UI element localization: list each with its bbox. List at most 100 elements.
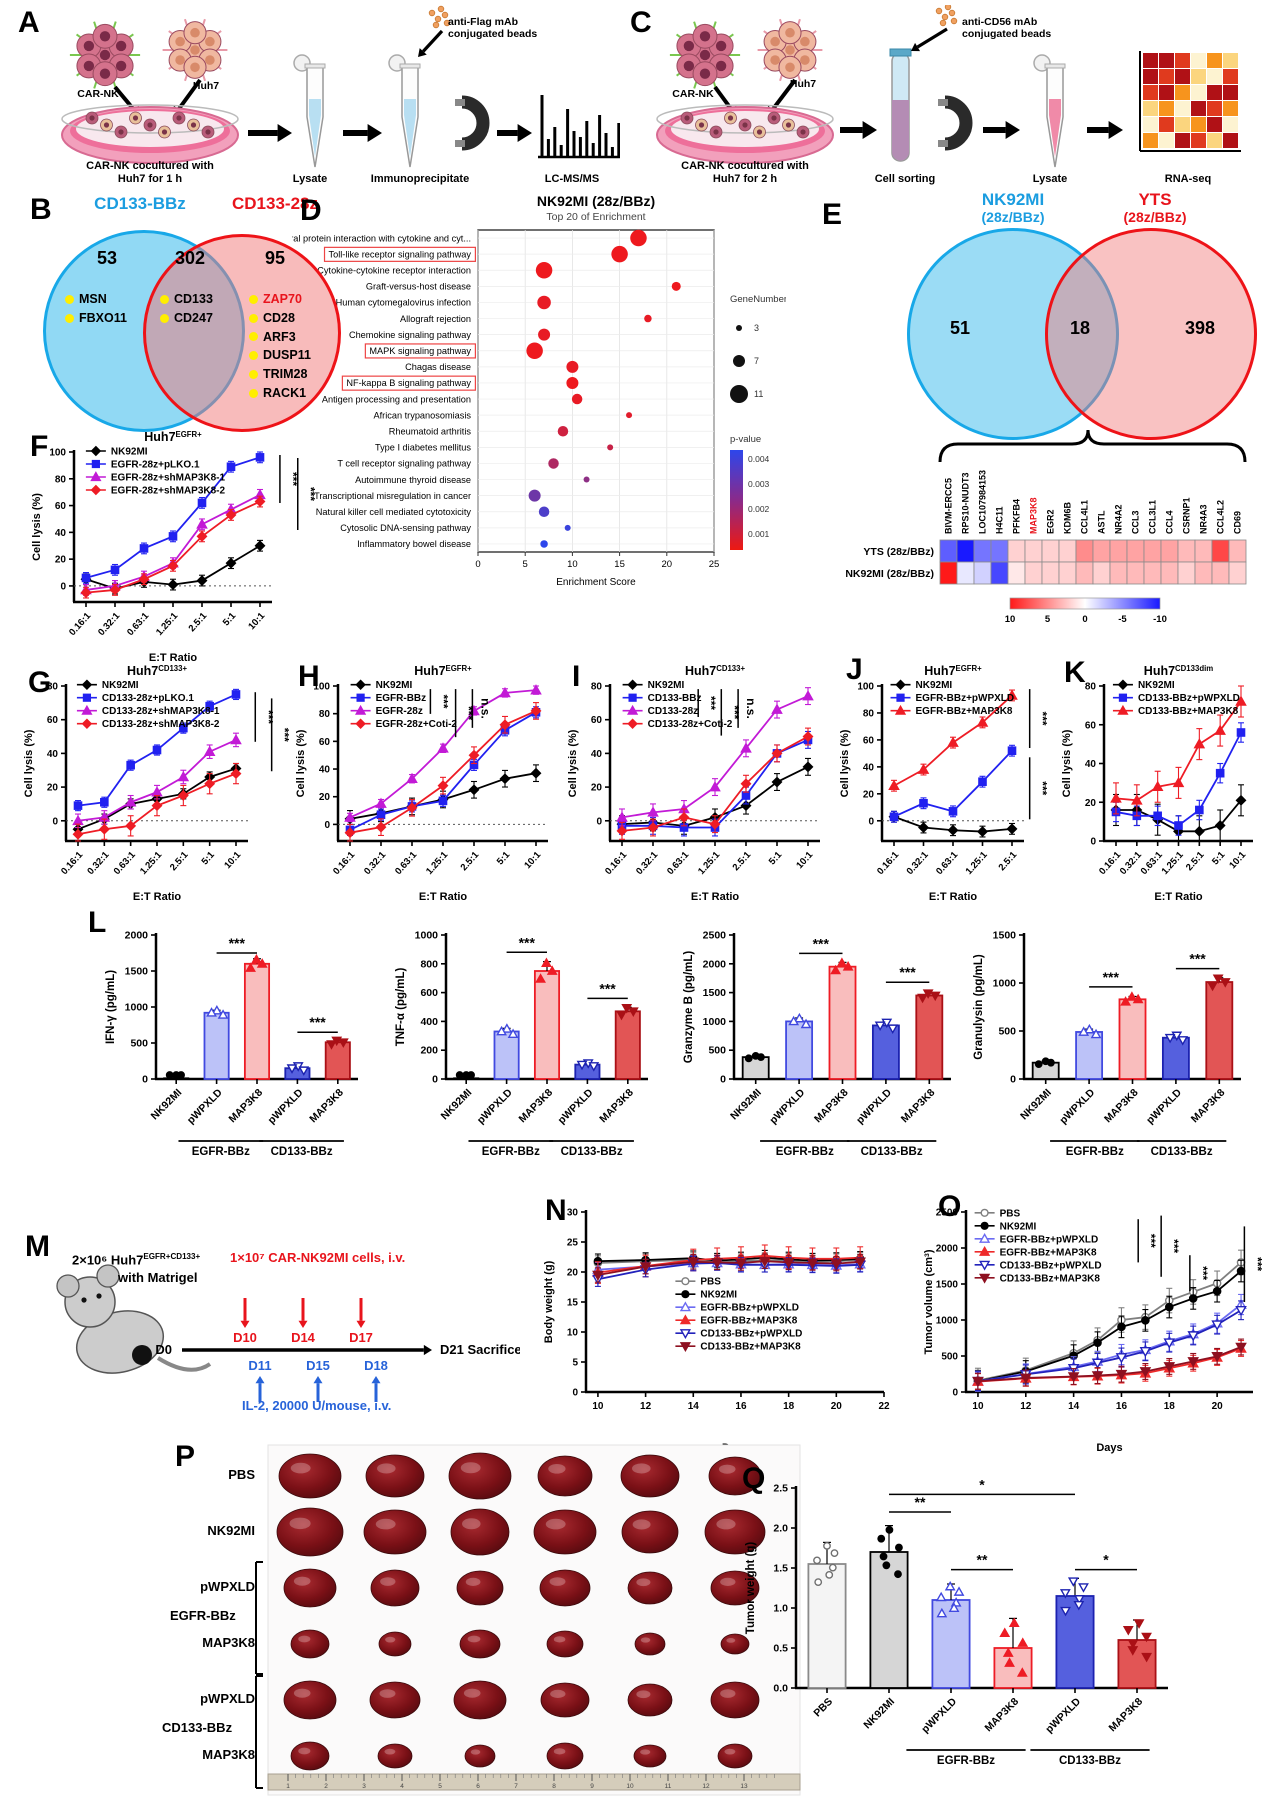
svg-text:5:1: 5:1 [200, 849, 218, 867]
svg-text:EGFR-BBz+MAP3K8: EGFR-BBz+MAP3K8 [916, 706, 1013, 717]
svg-text:10: 10 [1005, 614, 1016, 625]
panel-m-schematic: D0 D21 Sacrificed D10 D14 D17 D11 D15 D18 [20, 1230, 530, 1450]
svg-text:Transcriptional misregulation: Transcriptional misregulation in cancer [314, 491, 471, 501]
svg-text:500: 500 [708, 1045, 726, 1057]
svg-text:20: 20 [831, 1401, 843, 1412]
svg-text:40: 40 [863, 762, 875, 773]
svg-text:0.16:1: 0.16:1 [1097, 849, 1124, 877]
svg-text:0.0: 0.0 [773, 1683, 788, 1695]
panel-a-schematic-svg [61, 5, 623, 168]
svg-text:20: 20 [55, 555, 67, 566]
svg-text:18: 18 [783, 1401, 795, 1412]
svg-text:***: *** [229, 935, 246, 951]
svg-text:Type I diabetes mellitus: Type I diabetes mellitus [375, 443, 471, 453]
svg-text:10: 10 [567, 559, 578, 570]
svg-text:EGFR-BBz+pWPXLD: EGFR-BBz+pWPXLD [1000, 1234, 1099, 1245]
svg-text:pWPXLD: pWPXLD [854, 1086, 894, 1126]
svg-text:MAP3K8: MAP3K8 [1102, 1087, 1141, 1126]
svg-text:1.25:1: 1.25:1 [154, 610, 181, 638]
panel-a-dish-caption-1: CAR-NK cocultured with [86, 160, 214, 172]
svg-text:MAP3K8: MAP3K8 [983, 1696, 1022, 1735]
svg-text:Huh7EGFR+: Huh7EGFR+ [924, 664, 982, 679]
svg-text:2.5:1: 2.5:1 [168, 849, 191, 873]
panel-j-label: J [846, 653, 863, 686]
panel-o-tumorvolume-chart-svg: 0 500 1000 1500 2000 2500 10 12 14 16 18 20 PBS NK92M… [923, 1208, 1264, 1455]
svg-text:60: 60 [1085, 720, 1097, 731]
panel-q-label: Q [742, 1462, 766, 1495]
gene-name: MSN [79, 292, 107, 306]
svg-text:16: 16 [735, 1401, 747, 1412]
svg-text:pWPXLD: pWPXLD [556, 1086, 596, 1126]
svg-text:1000: 1000 [125, 1002, 149, 1014]
svg-text:2500: 2500 [936, 1208, 959, 1219]
svg-text:EGFR-BBz+pWPXLD: EGFR-BBz+pWPXLD [700, 1303, 799, 1314]
svg-text:0.63:1: 0.63:1 [665, 849, 692, 877]
svg-text:***: *** [704, 696, 718, 710]
svg-text:CD69: CD69 [1233, 511, 1243, 534]
svg-text:CD133-BBz+pWPXLD: CD133-BBz+pWPXLD [1138, 693, 1240, 704]
svg-text:40: 40 [319, 765, 331, 776]
svg-text:20: 20 [662, 559, 673, 570]
svg-text:n.s.: n.s. [744, 698, 758, 719]
svg-text:Top 20 of Enrichment: Top 20 of Enrichment [546, 211, 645, 223]
svg-text:0: 0 [475, 559, 480, 570]
svg-text:***: *** [599, 980, 616, 996]
svg-text:D14: D14 [291, 1330, 316, 1345]
bullet-icon [249, 313, 258, 323]
gene-item: TRIM28 [249, 365, 311, 384]
panel-p-label: P [175, 1440, 196, 1473]
svg-text:NK92MI (28z/BBz): NK92MI (28z/BBz) [537, 193, 655, 209]
svg-text:0: 0 [720, 1074, 726, 1086]
svg-text:1.0: 1.0 [773, 1603, 788, 1615]
svg-text:CD133-BBz: CD133-BBz [561, 1146, 623, 1158]
svg-text:Inflammatory bowel disease: Inflammatory bowel disease [357, 539, 471, 549]
svg-text:800: 800 [420, 958, 438, 970]
gene-item: FBXO11 [65, 309, 127, 328]
svg-text:1500: 1500 [993, 930, 1017, 942]
svg-text:CD133-BBz+MAP3K8: CD133-BBz+MAP3K8 [1000, 1273, 1101, 1284]
svg-text:EGFR-28z+shMAP3K8-1: EGFR-28z+shMAP3K8-1 [111, 473, 226, 484]
panel-o-label: O [938, 1190, 962, 1223]
svg-text:Graft-versus-host disease: Graft-versus-host disease [366, 282, 471, 292]
panel-o-tumorvolume-chart: 0 500 1000 1500 2000 2500 10 12 14 16 18 20 PBS NK92M… [920, 1188, 1269, 1456]
panel-m-il2-dose: IL-2, 20000 U/mouse, i.v. [242, 1398, 392, 1413]
svg-text:1500: 1500 [703, 987, 727, 999]
svg-text:7: 7 [514, 1783, 518, 1790]
svg-text:NK92MI: NK92MI [728, 1087, 764, 1123]
svg-text:20: 20 [47, 783, 59, 794]
svg-text:*: * [979, 1476, 985, 1492]
svg-text:**: ** [915, 1494, 926, 1510]
svg-text:5: 5 [438, 1783, 442, 1790]
svg-text:NK92MI: NK92MI [700, 1290, 737, 1301]
gene-item: ARF3 [249, 328, 311, 347]
svg-text:20: 20 [863, 789, 875, 800]
svg-text:D21 Sacrificed: D21 Sacrificed [440, 1342, 520, 1357]
enrichment-dotplot-svg: 0 5 10 15 20 25 Viral protein interaction with… [282, 193, 787, 588]
svg-text:EGFR-BBz+pWPXLD: EGFR-BBz+pWPXLD [916, 693, 1015, 704]
svg-text:pWPXLD: pWPXLD [767, 1086, 807, 1126]
svg-text:***: *** [519, 934, 536, 950]
svg-text:10:1: 10:1 [794, 849, 815, 871]
svg-text:NK92MI: NK92MI [439, 1087, 475, 1123]
svg-text:Cytosolic DNA-sensing pathway: Cytosolic DNA-sensing pathway [340, 523, 471, 533]
gene-item: CD133 [160, 290, 213, 309]
panel-a-schematic [10, 5, 623, 195]
svg-text:500: 500 [941, 1352, 958, 1363]
panel-m-tumor-text: 2×10⁶ Huh7 [72, 1252, 144, 1268]
svg-text:1: 1 [286, 1783, 290, 1790]
svg-text:0: 0 [868, 816, 874, 827]
svg-text:D11: D11 [248, 1358, 271, 1373]
svg-text:***: *** [1036, 781, 1050, 795]
venn-b-mid-genes: CD133 CD247 [160, 290, 213, 328]
svg-text:EGFR-BBz: EGFR-BBz [937, 1755, 995, 1767]
svg-text:2000: 2000 [936, 1244, 959, 1255]
svg-text:E:T Ratio: E:T Ratio [691, 891, 740, 903]
panel-n-label: N [545, 1194, 567, 1227]
svg-text:13: 13 [740, 1783, 748, 1790]
svg-text:5:1: 5:1 [1210, 849, 1228, 867]
svg-text:1000: 1000 [415, 930, 439, 942]
svg-text:10: 10 [592, 1401, 604, 1412]
svg-text:D17: D17 [349, 1330, 373, 1345]
